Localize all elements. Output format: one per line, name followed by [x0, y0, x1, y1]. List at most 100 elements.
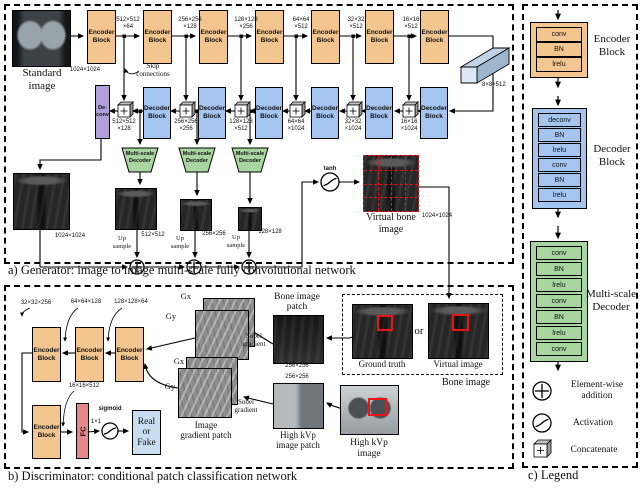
legend-multiscale-row-4: conv: [536, 294, 582, 308]
discriminator-caption: b) Discriminator: conditional patch clas…: [8, 469, 298, 483]
output-size-256: 256×256: [202, 231, 226, 237]
legend-decoder-row-6: lrelu: [538, 188, 581, 202]
generator-caption: a) Generator: image to image multi-scale…: [8, 263, 356, 277]
real-or-fake-box: Real or Fake: [132, 410, 161, 455]
discriminator-panel: [4, 285, 514, 469]
output-size-512: 512×512: [141, 232, 165, 238]
disc-encoder-block-3: Encoder Block: [115, 327, 144, 382]
output-image-1024: [13, 173, 70, 230]
bone-image-label: Bone image: [441, 377, 491, 388]
bone-patch-size: 256×256: [285, 363, 309, 369]
tanh-label: tanh: [323, 166, 337, 172]
virtual-bone-image: [363, 155, 419, 212]
gen-encoder-block-7: Encoder Block: [420, 10, 449, 64]
enc-dim-3: 128×128 ×256: [234, 17, 258, 30]
legend-encoder-row-2: BN: [536, 42, 582, 57]
high-kvp-image-label: High kVp image: [350, 438, 388, 459]
disc-dim-1: 32×32×256: [20, 300, 52, 306]
legend-multiscale-row-5: BN: [536, 310, 582, 324]
legend-encoder-row-3: lrelu: [536, 57, 582, 72]
bone-image-choice-box: [342, 294, 503, 375]
gen-decoder-block-6: Decoder Block: [420, 87, 448, 139]
legend-panel: [522, 4, 638, 468]
upsample-label-2: Up sample: [170, 235, 190, 251]
legend-decoder-title: Decoder Block: [593, 143, 631, 169]
standard-image: [12, 10, 71, 67]
gen-encoder-block-6: Encoder Block: [365, 10, 394, 64]
ground-truth-image: [352, 304, 413, 359]
legend-decoder-row-5: BN: [538, 173, 581, 187]
concat-dim-3: 128×128 ×512: [229, 119, 253, 132]
image-gradient-gy: [178, 368, 232, 418]
disc-dim-2: 64×64×128: [70, 299, 102, 305]
multiscale-decoder-1: Multi-scale Decoder: [125, 151, 155, 165]
high-kvp-image: [340, 385, 399, 435]
one-by-one-label: 1×1: [90, 419, 102, 425]
concat-dim-5: 32×32 ×1024: [344, 119, 362, 132]
gen-decoder-block-1: Decoder Block: [143, 87, 171, 139]
sobel-gradient-label-2: Sobel gradient: [234, 398, 258, 415]
enc-dim-6: 16×16 ×512: [402, 17, 420, 30]
legend-decoder-row-2: BN: [538, 128, 581, 142]
concat-dim-4: 64×64 ×1024: [287, 119, 305, 132]
fc-block: FC: [76, 403, 89, 459]
disc-encoder-block-2: Encoder Block: [75, 327, 104, 382]
disc-encoder-block-1: Encoder Block: [32, 327, 61, 382]
bottleneck-size: 8×8×512: [482, 82, 506, 88]
gen-decoder-block-3: Decoder Block: [255, 87, 283, 139]
gen-encoder-block-2: Encoder Block: [143, 10, 172, 64]
gen-encoder-block-5: Encoder Block: [311, 10, 340, 64]
legend-encoder-title: Encoder Block: [593, 33, 631, 59]
legend-multiscale-row-7: conv: [536, 342, 582, 356]
virtual-image: [428, 303, 489, 359]
gen-encoder-block-3: Encoder Block: [199, 10, 228, 64]
high-kvp-patch-marker: [368, 398, 387, 416]
ground-truth-label: Ground truth: [358, 359, 406, 369]
upsample-label-3: Up sample: [226, 234, 246, 250]
gy-label-1: Gy: [165, 311, 177, 321]
skip-connections-label: Skip connections: [136, 62, 170, 79]
bone-image-patch-label: Bone image patch: [274, 292, 320, 313]
virtual-image-label: Virtual image: [433, 359, 483, 369]
high-kvp-patch-label: High kVp image patch: [276, 430, 320, 451]
bone-image-patch: [273, 315, 324, 364]
legend-multiscale-row-6: lrelu: [536, 326, 582, 340]
legend-multiscale-title: Multi-scale Decoder: [585, 288, 637, 314]
virtual-patch-marker: [452, 314, 469, 331]
legend-activation-label: Activation: [572, 418, 614, 428]
gen-decoder-block-4: Decoder Block: [311, 87, 339, 139]
concatenate-icon: [117, 101, 552, 458]
legend-multiscale-row-3: lrelu: [536, 278, 582, 292]
image-gradient-patch-label: Image gradient patch: [180, 420, 232, 441]
legend-multiscale-row-2: BN: [536, 262, 582, 276]
gx-label-2: Gx: [173, 356, 185, 366]
generator-panel: [4, 4, 514, 264]
standard-image-label: Standard image: [22, 67, 62, 92]
disc-dim-4: 16×16×512: [68, 383, 100, 389]
enc-dim-4: 64×64 ×512: [292, 17, 310, 30]
disc-encoder-block-4: Encoder Block: [32, 405, 61, 459]
high-kvp-image-patch: [273, 383, 324, 429]
standard-image-size: 1024×1024: [69, 67, 101, 73]
activation-icon: [101, 172, 552, 440]
output-image-512: [115, 188, 157, 230]
upsample-label-1: Up sample: [112, 235, 132, 251]
fc-label: FC: [78, 426, 87, 436]
multiscale-decoder-shape: [121, 147, 269, 173]
bone-gradient-gy: [195, 310, 249, 360]
legend-multiscale-row-1: conv: [536, 246, 582, 260]
legend-decoder-row-4: conv: [538, 158, 581, 172]
sobel-gradient-label-1: Sobel gradient: [242, 332, 266, 349]
legend-encoder-row-1: conv: [536, 27, 582, 42]
concat-dim-2: 256×256 ×256: [174, 119, 198, 132]
ground-truth-patch-marker: [377, 315, 393, 331]
legend-decoder-row-3: lrelu: [538, 143, 581, 157]
concat-dim-1: 512×512 ×128: [112, 119, 136, 132]
legend-caption: c) Legend: [528, 468, 579, 482]
gen-encoder-block-1: Encoder Block: [87, 10, 116, 64]
output-size-128: 128×128: [258, 229, 282, 235]
enc-dim-2: 256×256 ×128: [178, 17, 202, 30]
legend-concatenate-label: Concatenate: [570, 445, 618, 455]
